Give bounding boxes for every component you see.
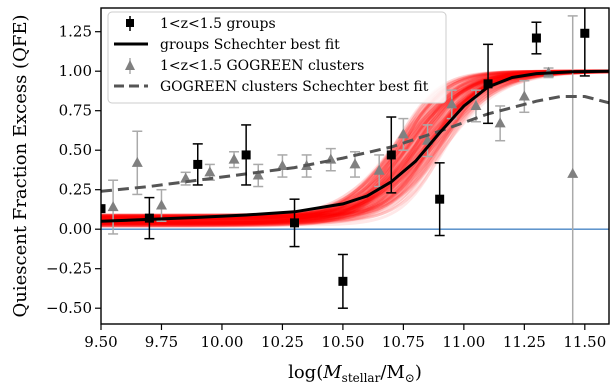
- legend-entry-clusters-fit: GOGREEN clusters Schechter best fit: [114, 79, 429, 95]
- x-tick-label: 10.75: [382, 333, 425, 351]
- legend-entry-clusters: 1<z<1.5 GOGREEN clusters: [125, 58, 364, 74]
- y-tick-label: −0.25: [46, 260, 92, 278]
- y-tick-label: 0.00: [59, 220, 92, 238]
- y-tick-label: 0.25: [59, 181, 92, 199]
- x-tick-label: 9.50: [84, 333, 117, 351]
- legend-label-groups: 1<z<1.5 groups: [160, 16, 276, 32]
- x-tick-label: 9.75: [145, 333, 178, 351]
- legend-label-clusters: 1<z<1.5 GOGREEN clusters: [160, 58, 364, 74]
- x-tick-label: 11.00: [442, 333, 485, 351]
- x-tick-label: 10.00: [200, 333, 243, 351]
- x-tick-label: 11.25: [503, 333, 546, 351]
- xlabel-sub: stellar: [342, 371, 381, 385]
- y-tick-label: 1.00: [59, 62, 92, 80]
- xlabel-sun: ⊙: [405, 371, 415, 385]
- y-tick-label: 1.25: [59, 23, 92, 41]
- xlabel-var: M: [322, 362, 342, 383]
- y-tick-label: 0.50: [59, 141, 92, 159]
- x-tick-label: 11.50: [563, 333, 606, 351]
- y-axis-label: Quiescent Fraction Excess (QFE): [10, 15, 31, 318]
- xlabel-sep: /M: [380, 362, 405, 383]
- y-tick-label: −0.50: [46, 299, 92, 317]
- legend-label-clusters-fit: GOGREEN clusters Schechter best fit: [160, 79, 429, 95]
- y-tick-label: 0.75: [59, 102, 92, 120]
- legend: 1<z<1.5 groups groups Schechter best fit…: [108, 12, 446, 103]
- legend-label-groups-fit: groups Schechter best fit: [160, 37, 340, 53]
- x-tick-label: 10.25: [261, 333, 304, 351]
- xlabel-suffix: ): [415, 362, 422, 383]
- x-tick-label: 10.50: [321, 333, 364, 351]
- xlabel-prefix: log(: [288, 362, 323, 383]
